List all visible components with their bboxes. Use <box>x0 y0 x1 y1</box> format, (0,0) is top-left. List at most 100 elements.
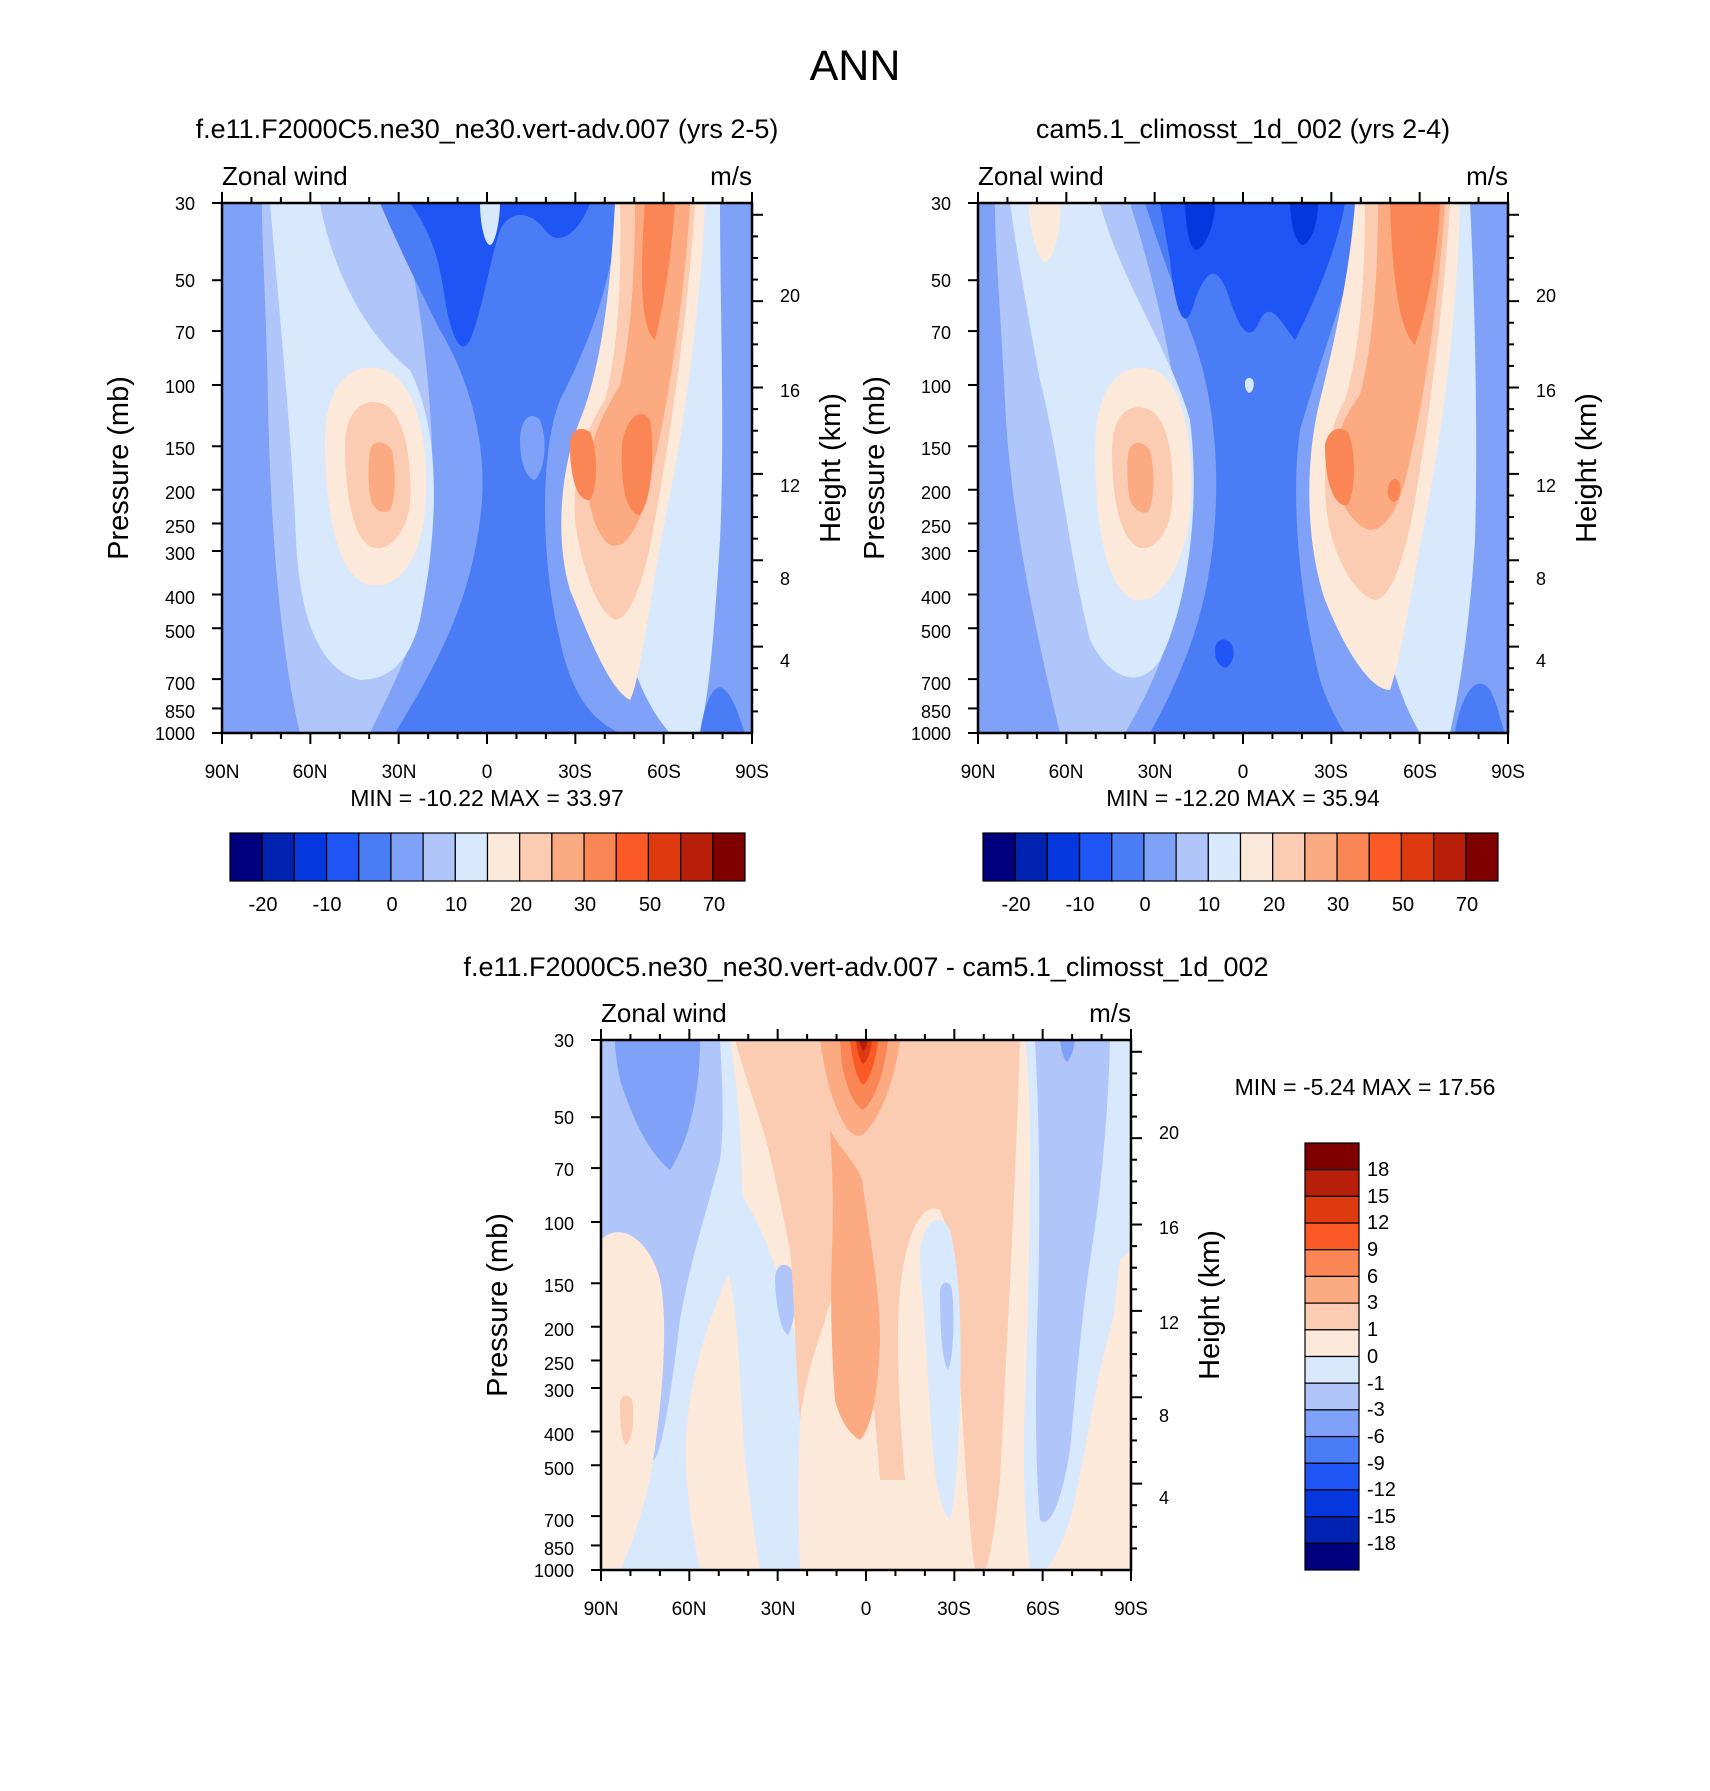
colorbar-label: 0 <box>1139 894 1150 916</box>
y2-tick-label: 8 <box>1536 569 1546 589</box>
y-tick-label: 500 <box>921 622 951 642</box>
x-tick-label: 0 <box>861 1599 872 1620</box>
colorbar-box <box>1304 1329 1360 1358</box>
panel-3-variable-label: Zonal wind <box>601 998 727 1028</box>
y-tick-label: 70 <box>554 1160 574 1180</box>
contour-band <box>1390 203 1440 345</box>
colorbar-box <box>486 832 521 882</box>
panel-1-min-max: MIN = -10.22 MAX = 33.97 <box>350 785 624 811</box>
colorbar-box <box>1304 1489 1360 1518</box>
colorbar-label: 3 <box>1367 1292 1378 1314</box>
y-tick-label: 1000 <box>911 724 951 744</box>
panel-3-y2-ticks: 20 16 12 8 4 <box>1159 1123 1179 1508</box>
x-tick-label: 30S <box>937 1599 971 1620</box>
colorbar-box <box>1368 832 1403 882</box>
contour-band <box>1127 443 1154 513</box>
y-tick-label: 50 <box>175 271 195 291</box>
contour-band <box>1455 683 1505 733</box>
colorbar-label: 10 <box>445 894 467 916</box>
y2-tick-label: 16 <box>1159 1218 1179 1238</box>
colorbar-box <box>325 832 360 882</box>
colorbar-box <box>1143 832 1177 882</box>
colorbar-label: 18 <box>1367 1159 1389 1181</box>
x-tick-label: 90N <box>961 762 996 783</box>
colorbar-box <box>519 832 553 882</box>
y-tick-label: 50 <box>554 1108 574 1128</box>
colorbar-box <box>1304 1302 1360 1331</box>
colorbar-label: 0 <box>386 894 397 916</box>
colorbar-label: -9 <box>1367 1453 1385 1475</box>
panel-1-x-ticks: 90N 60N 30N 0 30S 60S 90S <box>205 762 769 783</box>
colorbar-box <box>229 832 263 882</box>
colorbar-label: -18 <box>1367 1533 1396 1555</box>
colorbar-label: 1 <box>1367 1319 1378 1341</box>
contour-band <box>856 1040 872 1064</box>
x-tick-label: 90N <box>584 1599 619 1620</box>
y-tick-label: 850 <box>921 702 951 722</box>
contour-band <box>368 442 395 512</box>
panel-1-y2-axis-title: Height (km) <box>815 393 847 543</box>
y2-tick-label: 16 <box>780 381 800 401</box>
contour-band <box>410 203 590 347</box>
colorbar-box <box>1336 832 1370 882</box>
colorbar-box <box>680 832 714 882</box>
x-tick-label: 60N <box>293 762 328 783</box>
colorbar-box <box>1304 1142 1360 1171</box>
y-tick-label: 700 <box>544 1511 574 1531</box>
colorbar-box <box>1304 1195 1360 1224</box>
colorbar-box <box>583 832 617 882</box>
colorbar-label: 20 <box>510 894 532 916</box>
contour-band <box>700 687 745 733</box>
contour-band <box>1028 203 1061 262</box>
y-tick-label: 500 <box>165 622 195 642</box>
y2-tick-label: 20 <box>1536 286 1556 306</box>
panel-3-y-axis-title: Pressure (mb) <box>482 1213 514 1397</box>
panel-3-x-ticks: 90N 60N 30N 0 30S 60S 90S <box>584 1599 1148 1620</box>
colorbar-box <box>1175 832 1209 882</box>
panel-1-variable-label: Zonal wind <box>222 161 348 191</box>
panel-1-y-ticks: 30 50 70 100 150 200 250 300 400 500 700… <box>155 194 195 744</box>
y-tick-label: 250 <box>165 517 195 537</box>
colorbar-box <box>647 832 682 882</box>
colorbar-box <box>422 832 456 882</box>
colorbar-box <box>1304 832 1338 882</box>
y-tick-label: 150 <box>165 439 195 459</box>
colorbar-box <box>1400 832 1435 882</box>
contour-band <box>601 1232 665 1570</box>
y-tick-label: 150 <box>544 1276 574 1296</box>
y-tick-label: 30 <box>175 194 195 214</box>
colorbar-label: 50 <box>1392 894 1414 916</box>
colorbar-label: 15 <box>1367 1186 1389 1208</box>
panel-1-units-label: m/s <box>710 161 752 191</box>
panel-2-contour-field <box>978 203 1508 733</box>
colorbar-label: 50 <box>639 894 661 916</box>
colorbar-box <box>1304 1462 1360 1491</box>
y-tick-label: 100 <box>921 377 951 397</box>
colorbar-label: -1 <box>1367 1373 1385 1395</box>
panel-2-units-label: m/s <box>1466 161 1508 191</box>
y2-tick-label: 16 <box>1536 381 1556 401</box>
y-tick-label: 700 <box>921 674 951 694</box>
panel-3-contour-field <box>601 1040 1131 1570</box>
contour-band <box>940 1282 954 1370</box>
contour-band <box>1185 203 1215 250</box>
colorbar-box <box>358 832 392 882</box>
y-tick-label: 30 <box>931 194 951 214</box>
y-tick-label: 1000 <box>534 1561 574 1581</box>
contour-band <box>775 1264 796 1335</box>
contour-band <box>1090 1250 1131 1570</box>
y2-tick-label: 8 <box>780 569 790 589</box>
colorbar-label: -3 <box>1367 1399 1385 1421</box>
panel-3-y2-axis-title: Height (km) <box>1194 1230 1226 1380</box>
colorbar-label: -15 <box>1367 1506 1396 1528</box>
colorbar-box <box>1304 1355 1360 1384</box>
y-tick-label: 70 <box>175 323 195 343</box>
contour-band <box>720 1160 820 1570</box>
panel-3-colorbar: 18 15 12 9 6 3 1 0 -1 -3 -6 -9 -12 -15 -… <box>1304 1142 1396 1571</box>
y-tick-label: 250 <box>921 517 951 537</box>
y-tick-label: 400 <box>165 588 195 608</box>
y2-tick-label: 4 <box>1159 1488 1169 1508</box>
contour-band <box>1290 203 1318 245</box>
colorbar-label: 12 <box>1367 1212 1389 1234</box>
